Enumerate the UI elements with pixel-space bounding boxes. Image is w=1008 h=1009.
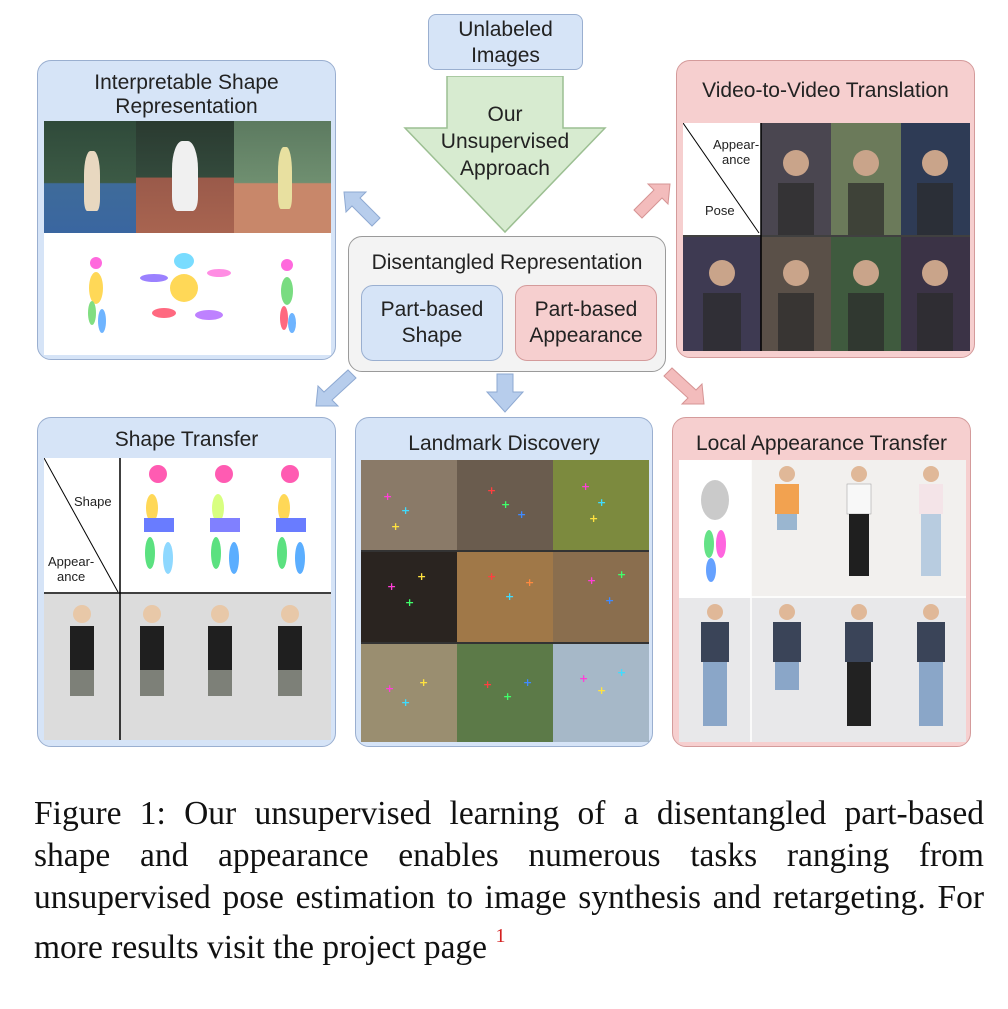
svg-text:+: + [487, 484, 496, 497]
shape-maps [44, 233, 331, 355]
video-translation-panel: Video-to-Video Translation Appear- ance … [676, 60, 975, 358]
svg-text:+: + [517, 508, 526, 521]
landmark-title: Landmark Discovery [408, 432, 600, 455]
svg-text:+: + [505, 590, 514, 603]
local-grid [679, 460, 966, 742]
shape-box: Part-based Shape [361, 285, 503, 361]
interpretable-title-line1: Interpretable Shape [94, 71, 279, 94]
shape-transfer-panel: Shape Transfer Shape Appear- ance [37, 417, 336, 747]
svg-text:+: + [581, 480, 590, 493]
tennis-photo-3 [234, 121, 331, 233]
svg-text:+: + [501, 498, 510, 511]
svg-text:+: + [483, 678, 492, 691]
shape-transfer-grid: Shape Appear- ance [44, 458, 331, 740]
landmark-grid: + + + + + + + + + + + + + + + + + + + + + + + + + + + [361, 460, 649, 742]
approach-arrow [403, 76, 607, 234]
approach-line3: Approach [460, 157, 550, 180]
svg-text:+: + [405, 596, 414, 609]
svg-text:+: + [391, 520, 400, 533]
unlabeled-line1: Unlabeled [458, 18, 553, 41]
arrow-to-landmark [485, 373, 525, 413]
appearance-line2: Appearance [529, 324, 643, 347]
approach-label: Our Unsupervised Approach [420, 101, 590, 182]
svg-text:+: + [587, 574, 596, 587]
landmark-drawing: +++ +++ +++ +++ +++ +++ +++ +++ +++ [361, 460, 649, 742]
arrow-to-local [663, 367, 705, 405]
unlabeled-images-box: Unlabeled Images [428, 14, 583, 70]
shape-transfer-appearance-l2: ance [57, 569, 86, 584]
svg-text:+: + [387, 580, 396, 593]
svg-text:+: + [385, 682, 394, 695]
video-title: Video-to-Video Translation [702, 79, 949, 102]
local-appearance-panel: Local Appearance Transfer [672, 417, 971, 747]
tennis-photo-2 [136, 121, 234, 233]
interpretable-title-line2: Representation [115, 95, 258, 118]
svg-text:+: + [383, 490, 392, 503]
svg-text:+: + [523, 676, 532, 689]
disentangled-box: Disentangled Representation Part-based S… [348, 236, 666, 372]
arrow-to-interpretable [343, 191, 381, 227]
video-grid: Appear- ance Pose [683, 123, 970, 351]
local-title: Local Appearance Transfer [696, 432, 947, 455]
svg-text:+: + [597, 684, 606, 697]
appearance-line1: Part-based [534, 298, 638, 321]
shape-transfer-appearance-l1: Appear- [48, 554, 95, 569]
svg-text:+: + [617, 568, 626, 581]
svg-text:+: + [617, 666, 626, 679]
video-appearance-l1: Appear- [713, 137, 760, 152]
caption-footnote[interactable]: 1 [495, 925, 506, 947]
shape-maps-drawing [88, 253, 296, 333]
appearance-box: Part-based Appearance [515, 285, 657, 361]
svg-text:+: + [401, 696, 410, 709]
svg-text:+: + [605, 594, 614, 607]
landmark-discovery-panel: Landmark Discovery + + + + + + + + + + + + + + + +… [355, 417, 653, 747]
tennis-photo-1 [44, 121, 136, 233]
shape-transfer-title: Shape Transfer [114, 428, 259, 451]
disentangled-title: Disentangled Representation [371, 251, 643, 274]
caption-text: Figure 1: Our unsupervised learning of a… [34, 795, 984, 967]
approach-line1: Our [487, 103, 523, 126]
shape-line1: Part-based [380, 298, 484, 321]
video-appearance-l2: ance [722, 152, 751, 167]
arrow-to-video [633, 183, 671, 219]
svg-text:+: + [589, 512, 598, 525]
shape-transfer-drawing [44, 458, 331, 740]
shape-line2: Shape [401, 324, 463, 347]
svg-text:+: + [487, 570, 496, 583]
figure-caption: Figure 1: Our unsupervised learning of a… [34, 793, 984, 969]
shape-transfer-shape-label: Shape [74, 494, 112, 509]
video-grid-drawing [683, 123, 970, 351]
video-pose-label: Pose [705, 203, 735, 218]
svg-text:+: + [503, 690, 512, 703]
unlabeled-line2: Images [471, 44, 540, 67]
approach-line2: Unsupervised [440, 130, 570, 153]
svg-text:+: + [525, 576, 534, 589]
svg-text:+: + [417, 570, 426, 583]
svg-text:+: + [579, 672, 588, 685]
svg-text:+: + [597, 496, 606, 509]
svg-text:+: + [401, 504, 410, 517]
interpretable-shape-panel: Interpretable Shape Representation [37, 60, 336, 360]
arrow-to-shape-transfer [315, 369, 357, 407]
local-drawing [679, 460, 966, 742]
svg-text:+: + [419, 676, 428, 689]
